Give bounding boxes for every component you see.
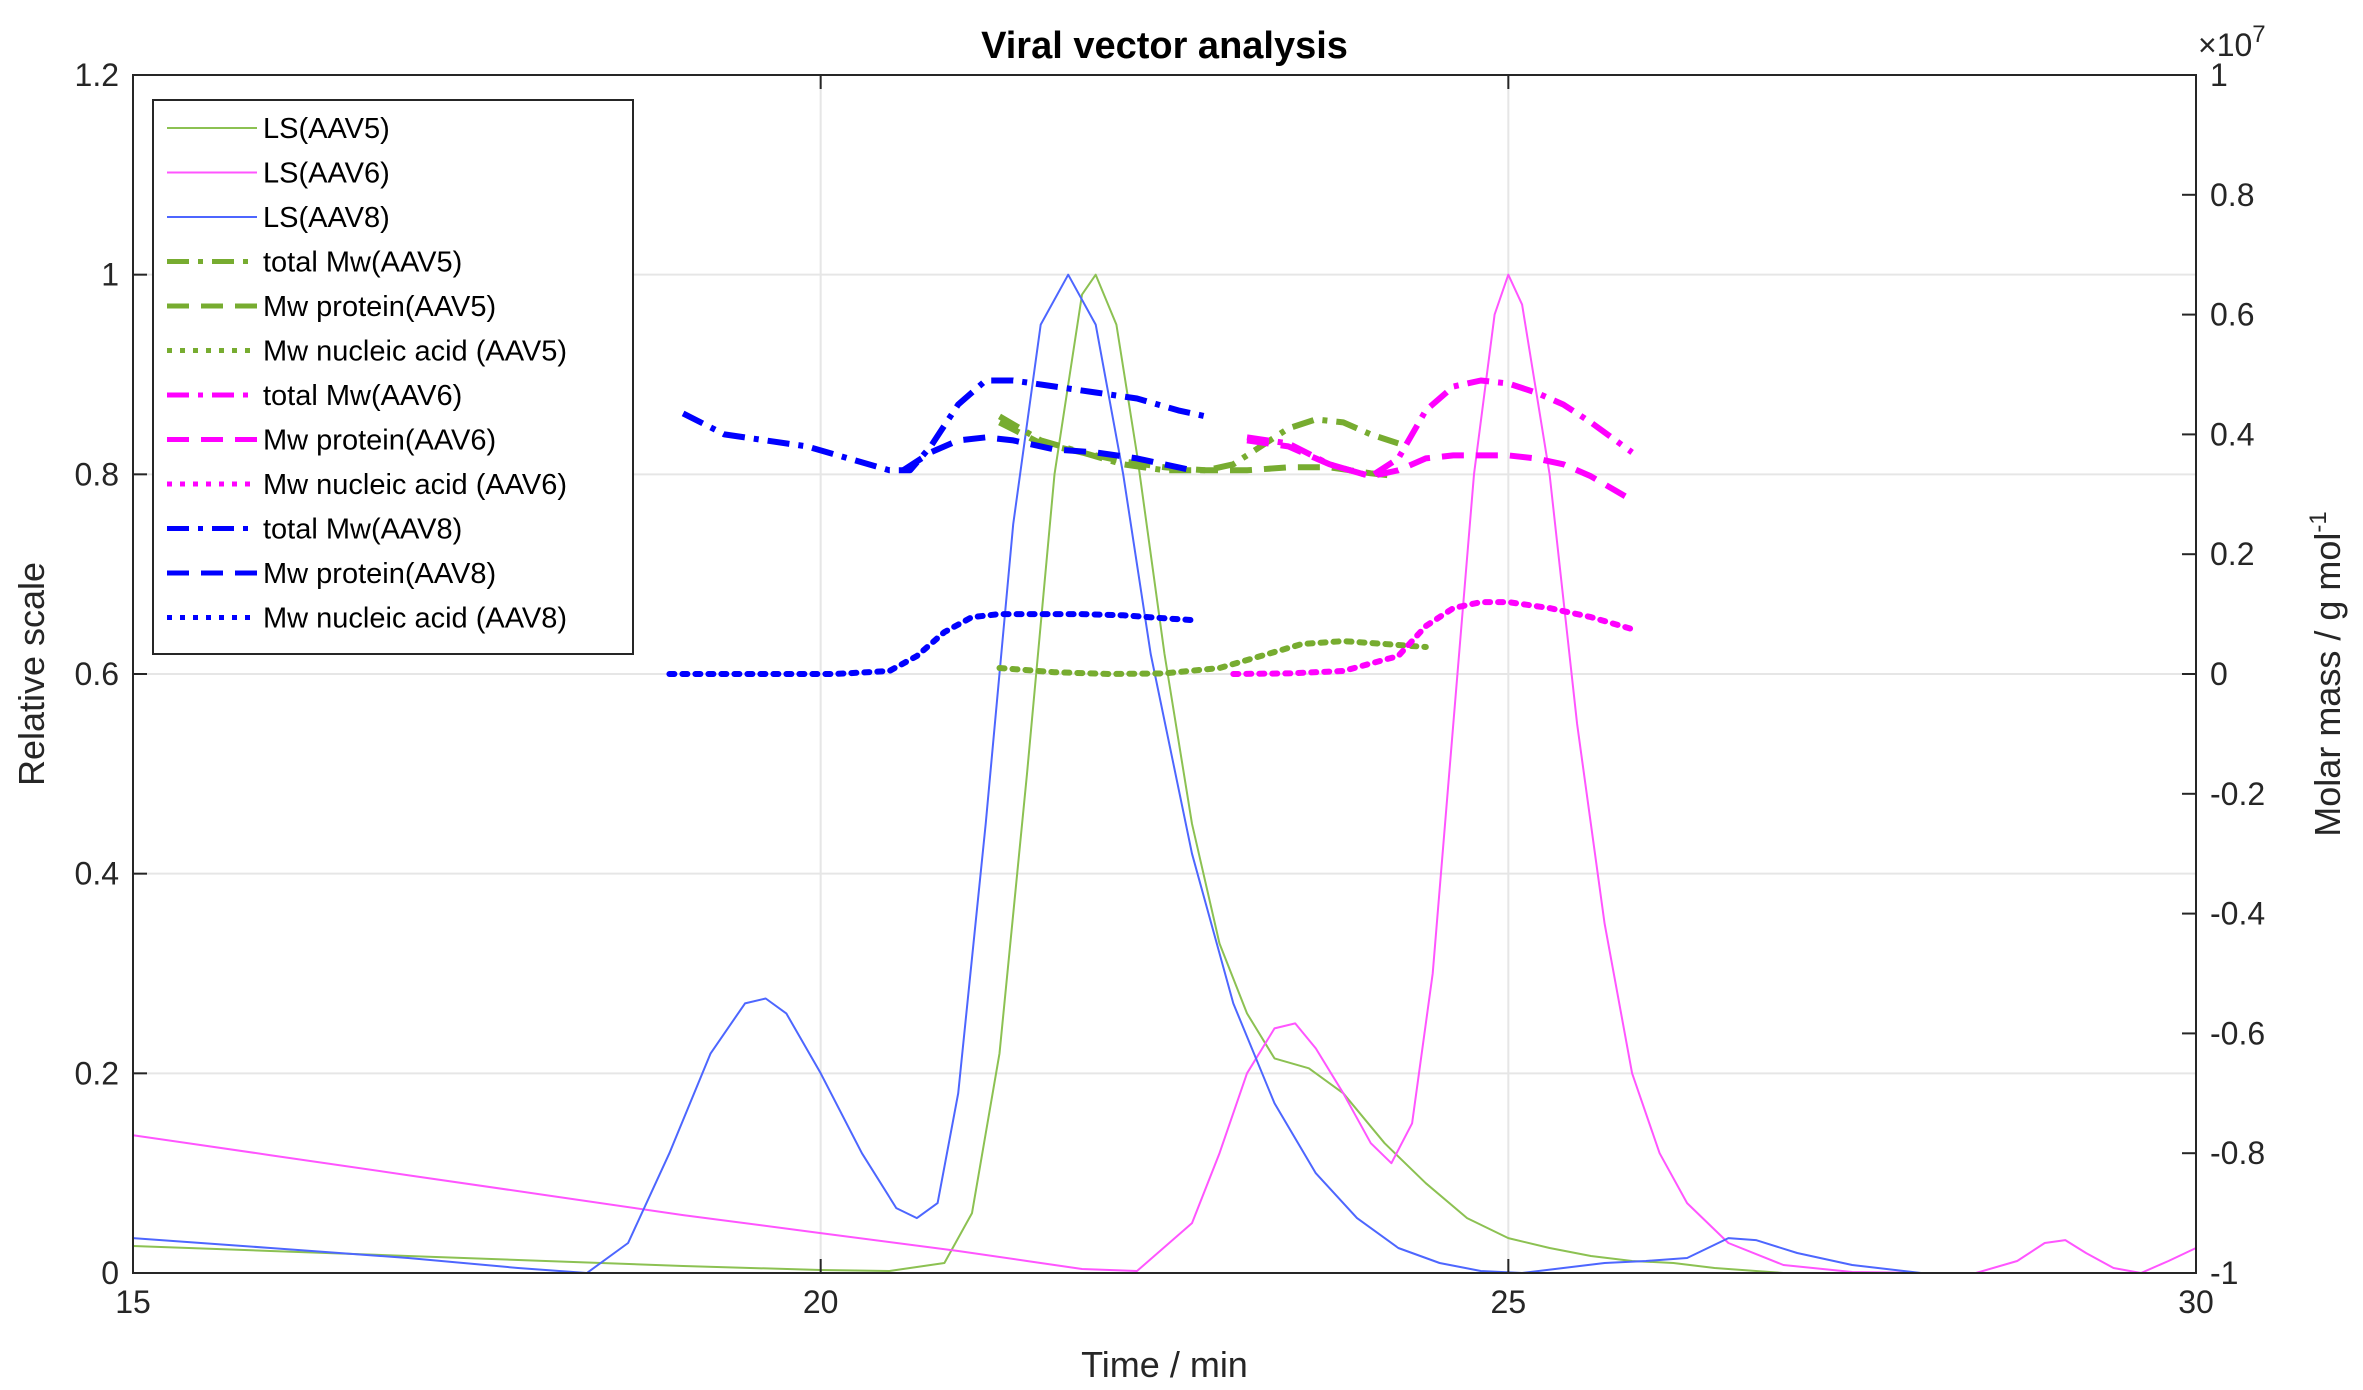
series-line-mw-protein-aav6 <box>1246 437 1634 503</box>
series-line-ls-aav6 <box>132 273 2197 1274</box>
y-left-axis-label: Relative scale <box>11 562 52 786</box>
series-line-mw-nucleic-acid-aav8 <box>666 611 1195 677</box>
series-line-mw-nucleic-acid-aav6 <box>1230 599 1636 677</box>
series-line-mw-protein-aav8 <box>901 434 1193 474</box>
right-axis-exponent: ×107 <box>2198 21 2266 63</box>
y-right-tick-label: -0.6 <box>2210 1015 2265 1051</box>
series-line-total-mw-aav6 <box>1246 377 1634 480</box>
y-right-tick-label: 0 <box>2210 656 2228 692</box>
x-tick-label: 25 <box>1491 1284 1527 1320</box>
y-left-tick-label: 1 <box>101 257 119 293</box>
legend-item-label: LS(AAV8) <box>263 202 390 234</box>
legend-item-label: LS(AAV6) <box>263 158 390 190</box>
y-left-tick-label: 0.6 <box>75 656 119 692</box>
legend-box <box>152 99 634 655</box>
series-line-mw-nucleic-acid-aav5 <box>996 638 1429 677</box>
legend: LS(AAV5) LS(AAV6) LS(AAV8) total Mw(AAV5) Mw… <box>152 99 634 655</box>
legend-item-label: Mw protein(AAV8) <box>263 558 496 590</box>
y-left-tick-label: 0 <box>101 1255 119 1291</box>
series-line-total-mw-aav8 <box>681 377 1207 474</box>
x-tick-label: 20 <box>803 1284 839 1320</box>
series-layer <box>132 273 2197 1274</box>
legend-item-label: Mw nucleic acid (AAV5) <box>263 336 567 368</box>
right-axis-exponent-base: ×10 <box>2198 27 2252 63</box>
y-left-tick-label: 0.8 <box>75 456 119 492</box>
y-right-tick-label: 0.6 <box>2210 297 2254 333</box>
y-left-tick-label: 1.2 <box>75 57 119 93</box>
y-right-tick-label: -0.4 <box>2210 896 2265 932</box>
y-right-tick-label: 1 <box>2210 57 2228 93</box>
ticks: 15 20 25 30 0 0.2 0.4 0.6 0.8 1 1.2 -1 -0.8 -0.6 -0.4 -… <box>75 57 2266 1320</box>
y-left-tick-label: 0.2 <box>75 1055 119 1091</box>
y-right-tick-label: -0.2 <box>2210 776 2265 812</box>
legend-item-label: total Mw(AAV5) <box>263 247 462 279</box>
legend-item-label: Mw nucleic acid (AAV6) <box>263 469 567 501</box>
x-tick-label: 30 <box>2178 1284 2214 1320</box>
chart-title: Viral vector analysis <box>981 25 1348 67</box>
legend-item-label: total Mw(AAV8) <box>263 514 462 546</box>
y-right-axis-label: Molar mass / g mol-1 <box>2305 511 2348 836</box>
legend-item-label: Mw protein(AAV5) <box>263 291 496 323</box>
legend-item-label: LS(AAV5) <box>263 113 390 145</box>
y-right-tick-label: 0.4 <box>2210 416 2254 452</box>
right-axis-exponent-power: 7 <box>2252 21 2265 48</box>
y-right-tick-label: -0.8 <box>2210 1135 2265 1171</box>
y-left-tick-label: 0.4 <box>75 856 119 892</box>
y-right-tick-label: 0.2 <box>2210 536 2254 572</box>
y-right-axis-label-superscript: -1 <box>2305 511 2332 532</box>
series-line-ls-aav5 <box>132 273 2196 1274</box>
y-right-tick-label: 0.8 <box>2210 177 2254 213</box>
legend-item-label: total Mw(AAV6) <box>263 380 462 412</box>
x-axis-label: Time / min <box>1081 1344 1248 1385</box>
y-right-tick-label: -1 <box>2210 1255 2238 1291</box>
y-right-axis-label-main: Molar mass / g mol <box>2307 533 2348 837</box>
x-tick-label: 15 <box>115 1284 151 1320</box>
legend-item-label: Mw nucleic acid (AAV8) <box>263 603 567 635</box>
legend-item-label: Mw protein(AAV6) <box>263 425 496 457</box>
series-line-ls-aav8 <box>132 273 2196 1274</box>
